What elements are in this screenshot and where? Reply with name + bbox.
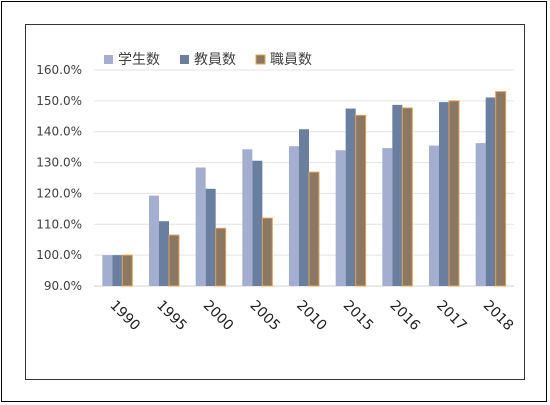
bar-2017-series-2 (448, 100, 460, 287)
y-tick-label: 150.0% (36, 94, 82, 108)
x-tick-label: 2015 (340, 298, 377, 335)
x-tick-label: 2010 (293, 298, 330, 335)
x-tick-label: 1995 (153, 298, 190, 335)
bar-2005-series-2 (261, 217, 273, 287)
bar-1995-series-2 (168, 234, 180, 287)
bar-2015-series-0 (335, 150, 346, 286)
bar-1995-series-0 (149, 195, 159, 286)
bar-2017-series-1 (439, 102, 449, 286)
x-tick-label: 1990 (107, 298, 144, 335)
y-tick-label: 120.0% (36, 186, 82, 200)
bars (102, 91, 507, 287)
bar-1995-series-1 (159, 221, 169, 286)
y-tick-label: 100.0% (36, 248, 82, 262)
bar-1990-series-2 (121, 254, 133, 287)
bar-2005-series-1 (252, 160, 263, 286)
legend: 学生数 教員数 職員数 (104, 52, 312, 68)
bar-2015-series-2 (355, 114, 367, 287)
bar-2010-series-0 (289, 146, 299, 286)
y-tick-label: 90.0% (44, 279, 82, 293)
legend-swatch (104, 55, 113, 64)
bar-2000-series-1 (205, 188, 216, 286)
bar-2010-series-2 (308, 171, 320, 287)
bar-2000-series-2 (215, 227, 227, 287)
bar-2018-series-2 (495, 91, 507, 287)
bar-1990-series-1 (112, 255, 123, 286)
bar-2017-series-0 (429, 145, 439, 286)
x-axis-ticks: 1990 1995 2000 2005 2010 2015 2016 2017 2018 (107, 298, 517, 335)
bar-2016-series-0 (382, 148, 393, 286)
legend-label: 教員数 (194, 52, 236, 68)
y-tick-label: 130.0% (36, 156, 82, 170)
y-tick-label: 140.0% (36, 125, 82, 139)
legend-label: 学生数 (118, 52, 160, 68)
x-tick-label: 2017 (433, 298, 470, 335)
legend-label: 職員数 (270, 52, 312, 68)
x-tick-label: 2000 (200, 298, 237, 335)
legend-swatch (180, 55, 189, 64)
y-tick-label: 160.0% (36, 63, 82, 77)
bar-2015-series-1 (345, 108, 356, 286)
x-tick-label: 2016 (387, 298, 424, 335)
bar-2010-series-1 (299, 129, 309, 286)
y-tick-label: 110.0% (36, 217, 82, 231)
bar-1990-series-0 (102, 255, 113, 286)
bar-2005-series-0 (242, 149, 253, 286)
x-tick-label: 2018 (480, 298, 517, 335)
y-axis-ticks: 90.0% 100.0% 110.0% 120.0% 130.0% 140.0% 150.0… (36, 63, 82, 293)
x-tick-label: 2005 (247, 298, 284, 335)
bar-2016-series-1 (392, 104, 403, 287)
bar-2018-series-0 (475, 143, 486, 286)
bar-2000-series-0 (195, 167, 206, 286)
bar-2016-series-2 (401, 107, 413, 287)
bar-2018-series-1 (485, 97, 496, 286)
legend-swatch (255, 54, 266, 65)
